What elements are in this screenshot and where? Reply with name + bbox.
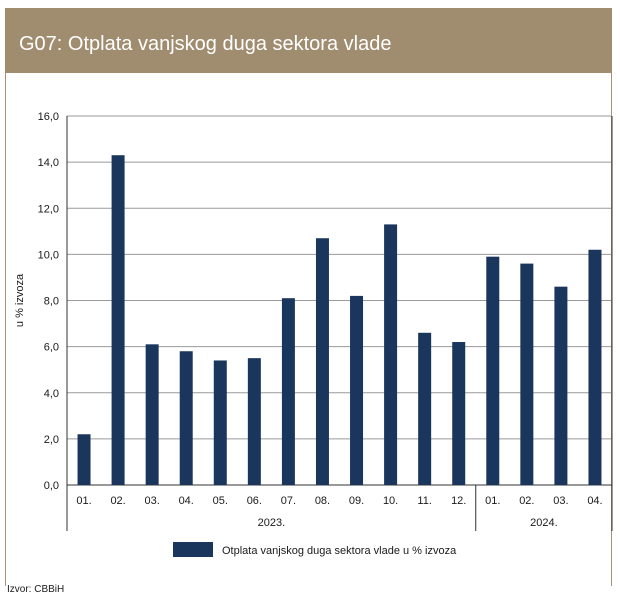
bar [111, 155, 125, 486]
y-tick-label: 10,0 [38, 249, 59, 261]
bar [145, 344, 159, 485]
source-note: Izvor: CBBiH [7, 584, 65, 595]
x-tick-label: 03. [145, 495, 160, 507]
chart-title-bar: G07: Otplata vanjskog duga sektora vlade [5, 8, 612, 73]
x-tick-label: 02. [110, 495, 125, 507]
x-tick-label: 12. [451, 495, 466, 507]
bar [588, 249, 602, 485]
x-tick-label: 01. [76, 495, 91, 507]
legend-label: Otplata vanjskog duga sektora vlade u % … [222, 545, 457, 557]
y-tick-label: 16,0 [38, 111, 59, 123]
x-tick-label: 04. [179, 495, 194, 507]
y-tick-label: 8,0 [44, 296, 59, 308]
x-tick-label: 06. [247, 495, 262, 507]
bar [486, 256, 500, 485]
bar [281, 298, 295, 485]
x-tick-label: 02. [519, 495, 534, 507]
bar [247, 358, 261, 485]
bar [554, 286, 568, 485]
x-tick-label: 07. [281, 495, 296, 507]
x-tick-label: 01. [485, 495, 500, 507]
y-tick-label: 12,0 [38, 203, 59, 215]
bar [213, 360, 227, 485]
y-tick-label: 2,0 [44, 434, 59, 446]
bar [179, 351, 193, 485]
y-tick-label: 4,0 [44, 388, 59, 400]
x-group-label: 2024. [530, 517, 558, 529]
bar [384, 224, 398, 486]
bar [452, 342, 466, 485]
x-tick-label: 03. [553, 495, 568, 507]
bar [350, 295, 364, 485]
bar [418, 332, 432, 485]
y-tick-label: 6,0 [44, 342, 59, 354]
bar [315, 238, 329, 485]
x-tick-label: 05. [213, 495, 228, 507]
bar [520, 263, 534, 485]
x-tick-label: 08. [315, 495, 330, 507]
legend-swatch [173, 542, 213, 557]
x-group-label: 2023. [258, 517, 286, 529]
y-tick-label: 14,0 [38, 157, 59, 169]
y-axis-label: u % izvoza [14, 273, 26, 327]
x-tick-label: 10. [383, 495, 398, 507]
chart-title: G07: Otplata vanjskog duga sektora vlade [19, 33, 392, 55]
x-tick-label: 04. [587, 495, 602, 507]
bar [77, 434, 91, 485]
x-tick-label: 09. [349, 495, 364, 507]
x-tick-label: 11. [417, 495, 431, 507]
y-tick-label: 0,0 [44, 480, 59, 492]
